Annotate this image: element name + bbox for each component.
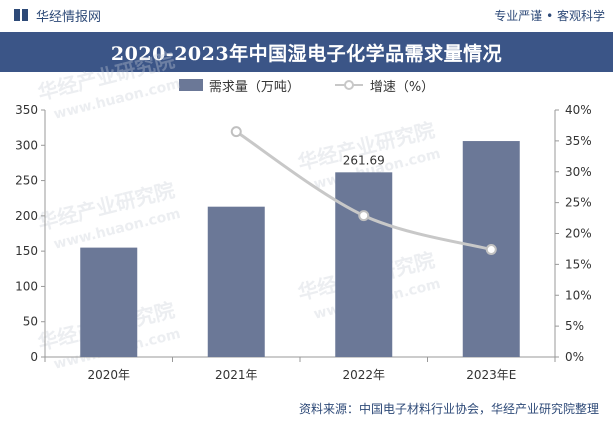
bar-2022年 <box>335 172 393 357</box>
y-right-tick-label: 20% <box>565 227 592 241</box>
title-band: 2020-2023年中国湿电子化学品需求量情况 <box>0 32 613 72</box>
legend-label-growth: 增速（%） <box>369 79 435 95</box>
y-right-tick-label: 35% <box>565 134 592 148</box>
chart-legend: 需求量（万吨） 增速（%） <box>0 74 613 96</box>
growth-point <box>485 244 497 256</box>
bar-2020年 <box>80 247 138 357</box>
slogan: 专业严谨 • 客观科学 <box>494 8 605 23</box>
x-tick-label: 2020年 <box>87 368 130 382</box>
logo-icon <box>14 9 28 21</box>
x-tick-label: 2022年 <box>342 368 385 382</box>
y-right-tick-label: 0% <box>565 350 584 364</box>
legend-line-swatch <box>334 80 363 90</box>
y-right-tick-label: 10% <box>565 288 592 302</box>
legend-label-demand: 需求量（万吨） <box>208 79 300 95</box>
bar-2021年 <box>207 206 265 357</box>
y-right-tick-label: 25% <box>565 196 592 210</box>
brand: 华经情报网 <box>14 6 101 25</box>
data-label: 261.69 <box>343 153 385 167</box>
y-left-tick-label: 100 <box>15 279 38 293</box>
y-left-tick-label: 300 <box>15 138 38 152</box>
y-left-tick-label: 50 <box>23 315 38 329</box>
y-left-tick-label: 150 <box>15 244 38 258</box>
chart-title: 2020-2023年中国湿电子化学品需求量情况 <box>110 42 503 65</box>
y-left-tick-label: 350 <box>15 103 38 117</box>
brand-name: 华经情报网 <box>36 9 102 25</box>
x-tick-label: 2021年 <box>215 368 258 382</box>
y-left-tick-label: 250 <box>15 174 38 188</box>
y-left-tick-label: 0 <box>30 350 38 364</box>
y-right-tick-label: 40% <box>565 103 592 117</box>
y-right-tick-label: 30% <box>565 165 592 179</box>
legend-bar-swatch <box>178 79 203 91</box>
y-left-tick-label: 200 <box>15 209 38 223</box>
legend-item-growth: 增速（%） <box>334 76 434 95</box>
growth-point <box>358 210 370 222</box>
source-note: 资料来源：中国电子材料行业协会，华经产业研究院整理 <box>298 402 599 416</box>
top-bar: 华经情报网 专业严谨 • 客观科学 <box>0 0 613 30</box>
legend-item-demand: 需求量（万吨） <box>178 76 300 95</box>
growth-point <box>230 126 242 138</box>
x-tick-label: 2023年E <box>466 368 516 382</box>
y-right-tick-label: 15% <box>565 257 592 271</box>
y-right-tick-label: 5% <box>565 319 584 333</box>
